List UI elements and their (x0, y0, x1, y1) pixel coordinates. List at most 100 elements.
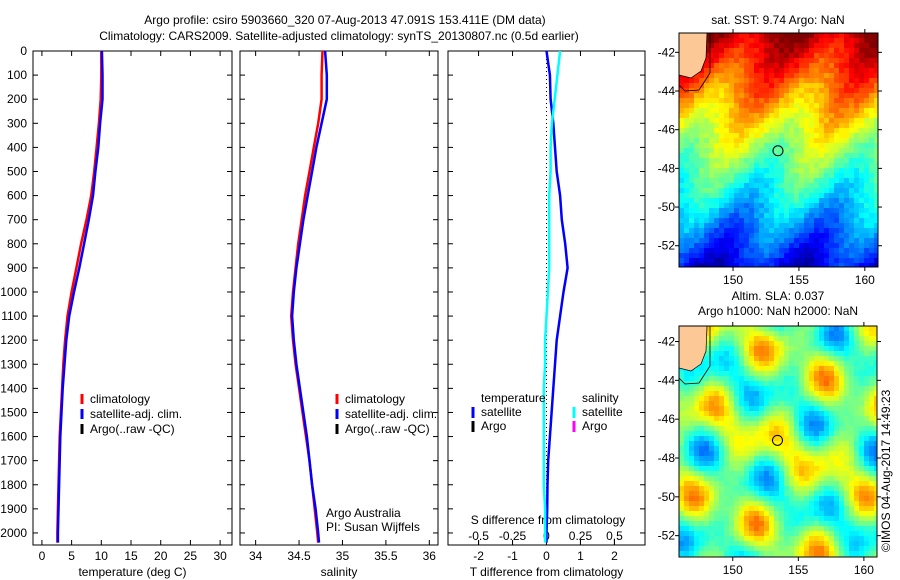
map-cell (824, 461, 829, 466)
map-cell (754, 83, 759, 88)
map-cell (829, 193, 834, 198)
map-cell (749, 546, 754, 551)
map-cell (689, 163, 694, 168)
map-cell (679, 118, 684, 123)
map-cell (779, 526, 784, 531)
map-cell (759, 163, 764, 168)
map-cell (769, 238, 774, 243)
map-cell (804, 218, 809, 223)
map-cell (869, 218, 874, 223)
map-cell (694, 371, 699, 376)
map-cell (794, 491, 799, 496)
map-cell (699, 501, 704, 506)
map-cell (854, 263, 859, 267)
map-cell (819, 401, 824, 406)
map-cell (864, 371, 869, 376)
map-cell (684, 243, 689, 248)
map-cell (759, 138, 764, 143)
map-cell (699, 133, 704, 138)
map-cell (804, 183, 809, 188)
map-cell (854, 68, 859, 73)
map-cell (754, 431, 759, 436)
map-cell (839, 33, 844, 38)
map-cell (809, 326, 814, 331)
map-cell (749, 446, 754, 451)
map-cell (749, 258, 754, 263)
map-cell (714, 33, 719, 38)
map-cell (804, 446, 809, 451)
map-cell (714, 108, 719, 113)
map-cell (744, 356, 749, 361)
map-cell (824, 48, 829, 53)
map-cell (714, 426, 719, 431)
map-cell (684, 496, 689, 501)
map-cell (744, 361, 749, 366)
map-cell (784, 441, 789, 446)
map-cell (859, 213, 864, 218)
map-cell (779, 138, 784, 143)
map-cell (774, 218, 779, 223)
map-cell (724, 158, 729, 163)
map-cell (689, 118, 694, 123)
map-cell (819, 411, 824, 416)
map-cell (759, 436, 764, 441)
map-cell (759, 331, 764, 336)
map-cell (824, 168, 829, 173)
map-cell (724, 516, 729, 521)
map-cell (719, 143, 724, 148)
map-cell (739, 78, 744, 83)
map-cell (734, 138, 739, 143)
map-cell (819, 148, 824, 153)
map-cell (834, 163, 839, 168)
map-cell (799, 163, 804, 168)
map-cell (714, 173, 719, 178)
map-cell (709, 486, 714, 491)
map-cell (774, 48, 779, 53)
map-cell (689, 371, 694, 376)
map-cell (814, 73, 819, 78)
map-cell (869, 376, 874, 381)
map-cell (819, 103, 824, 108)
map-cell (739, 366, 744, 371)
map-cell (844, 238, 849, 243)
map-cell (794, 361, 799, 366)
map-cell (814, 336, 819, 341)
x-axis-label: T difference from climatology (470, 565, 624, 579)
map-cell (824, 506, 829, 511)
map-cell (719, 63, 724, 68)
map-cell (779, 48, 784, 53)
map-cell (704, 551, 709, 556)
map-cell (744, 78, 749, 83)
map-cell (679, 391, 684, 396)
map-cell (764, 411, 769, 416)
map-cell (784, 98, 789, 103)
map-cell (794, 263, 799, 267)
map-cell (769, 263, 774, 267)
map-cell (754, 451, 759, 456)
map-cell (749, 541, 754, 546)
map-cell (744, 476, 749, 481)
map-cell (779, 511, 784, 516)
map-cell (794, 486, 799, 491)
map-cell (859, 471, 864, 476)
map-cell (694, 178, 699, 183)
map-cell (849, 118, 854, 123)
map-cell (824, 78, 829, 83)
map-cell (769, 68, 774, 73)
map-cell (679, 228, 684, 233)
map-cell (854, 173, 859, 178)
map-cell (749, 386, 754, 391)
map-cell (724, 248, 729, 253)
map-cell (724, 78, 729, 83)
map-cell (769, 108, 774, 113)
map-cell (799, 113, 804, 118)
map-cell (744, 88, 749, 93)
map-cell (789, 193, 794, 198)
map-cell (779, 411, 784, 416)
map-cell (779, 406, 784, 411)
map-cell (704, 391, 709, 396)
map-cell (824, 253, 829, 258)
map-cell (714, 421, 719, 426)
map-cell (764, 198, 769, 203)
map-cell (754, 138, 759, 143)
